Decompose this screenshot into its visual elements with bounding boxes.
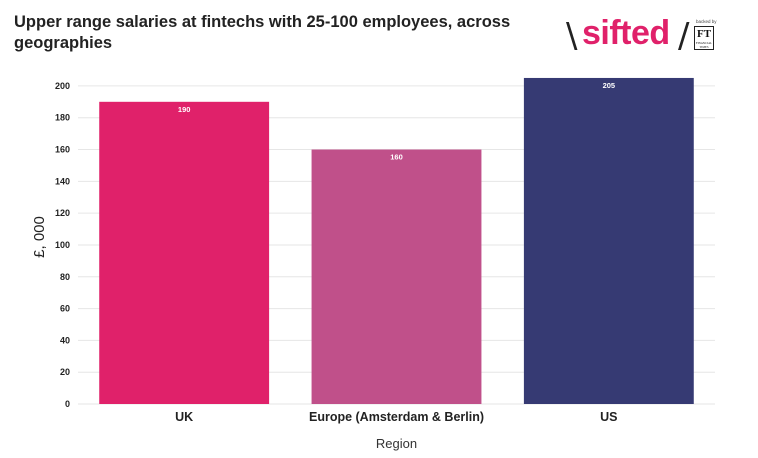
ft-logo-subtext: FINANCIAL TIMES — [695, 41, 713, 49]
x-axis-label: Region — [376, 436, 417, 451]
y-tick-label: 140 — [55, 176, 70, 186]
y-axis-label: £, 000 — [31, 216, 48, 258]
y-tick-label: 0 — [65, 399, 70, 409]
y-tick-label: 20 — [60, 367, 70, 377]
y-tick-label: 80 — [60, 272, 70, 282]
backed-by-text: backed by — [696, 19, 717, 24]
y-tick-label: 120 — [55, 208, 70, 218]
y-tick-label: 200 — [55, 81, 70, 91]
sifted-logo: \ sifted / backed by FT FINANCIAL TIMES — [566, 14, 746, 58]
chart-title: Upper range salaries at fintechs with 25… — [14, 13, 511, 52]
logo-wordmark: sifted — [582, 14, 670, 52]
y-tick-label: 40 — [60, 335, 70, 345]
y-tick-label: 60 — [60, 304, 70, 314]
x-tick-label: US — [600, 410, 617, 424]
logo-right-slash: / — [678, 16, 690, 56]
y-tick-label: 180 — [55, 113, 70, 123]
bar-3 — [523, 77, 694, 404]
bar-2 — [311, 149, 482, 404]
bar-value-label: 160 — [390, 153, 403, 162]
logo-left-slash: \ — [566, 16, 578, 56]
ft-logo: FT FINANCIAL TIMES — [694, 26, 714, 50]
y-tick-label: 160 — [55, 145, 70, 155]
x-tick-label: UK — [175, 410, 193, 424]
y-tick-label: 100 — [55, 240, 70, 250]
bar-value-label: 190 — [178, 105, 191, 114]
x-tick-label: Europe (Amsterdam & Berlin) — [309, 410, 484, 424]
ft-logo-letters: FT — [696, 28, 712, 40]
bar-value-label: 205 — [603, 81, 616, 90]
bar-1 — [99, 101, 270, 405]
